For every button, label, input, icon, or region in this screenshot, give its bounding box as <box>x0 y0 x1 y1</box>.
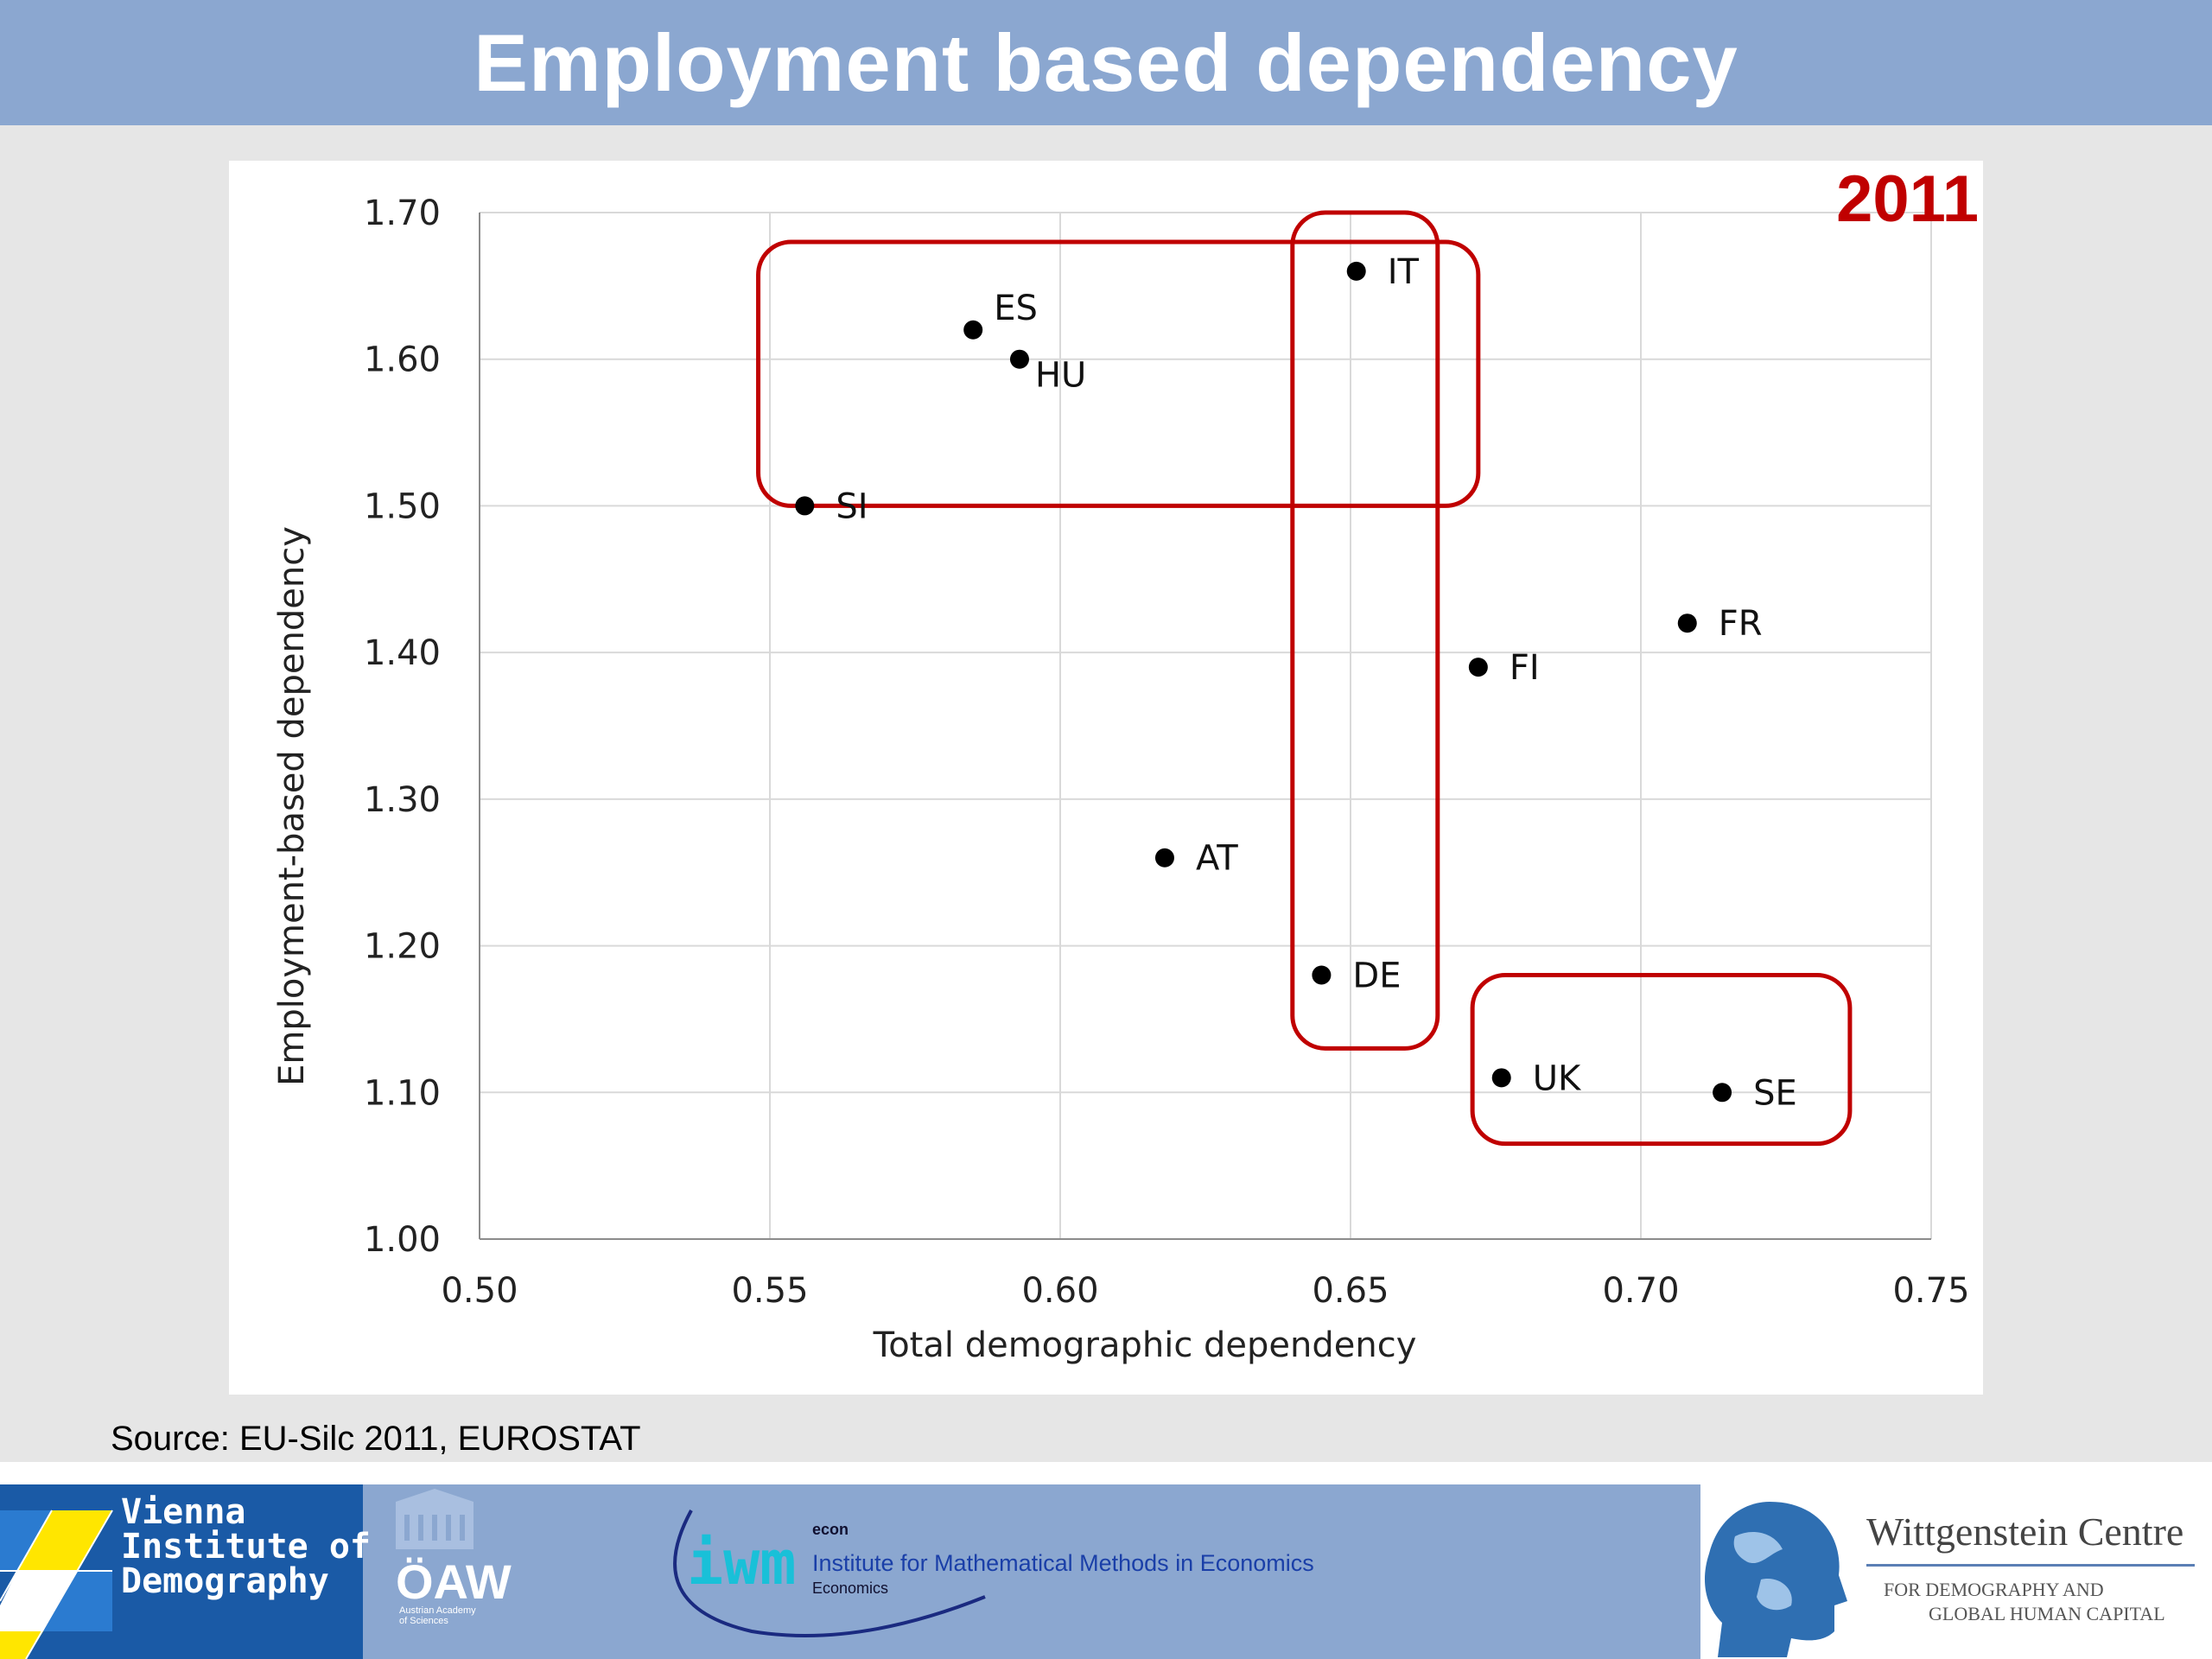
x-tick-label: 0.55 <box>731 1271 808 1311</box>
footer-divider <box>0 1462 2212 1484</box>
vid-logo-text: Vienna Institute of Demography <box>121 1492 371 1601</box>
y-tick-label: 1.60 <box>364 340 441 380</box>
data-points: ES HU SI IT FR FI AT DE UK SE <box>795 252 1797 1113</box>
data-label-si: SI <box>836 486 868 526</box>
wittgenstein-divider <box>1866 1564 2195 1567</box>
x-axis-label: Total demographic dependency <box>873 1325 1417 1365</box>
oaw-logo-text: ÖAW <box>396 1554 512 1609</box>
y-tick-label: 1.50 <box>364 486 441 526</box>
data-point-hu <box>1009 349 1029 369</box>
x-tick-label: 0.60 <box>1021 1271 1098 1311</box>
data-label-es: ES <box>994 289 1038 328</box>
data-label-fi: FI <box>1510 648 1540 688</box>
y-tick-label: 1.10 <box>364 1073 441 1113</box>
highlight-group-box <box>756 239 1481 508</box>
scatter-chart: 1.00 1.10 1.20 1.30 1.40 1.50 1.60 1.70 0.50 0.55… <box>272 162 1979 1365</box>
data-point-fi <box>1468 658 1488 677</box>
data-point-se <box>1713 1083 1732 1103</box>
y-axis-label: Employment-based dependency <box>272 526 312 1086</box>
highlight-groups <box>756 210 1853 1147</box>
wittgenstein-head-icon <box>1705 1502 1847 1657</box>
source-note: Source: EU-Silc 2011, EUROSTAT <box>111 1420 641 1458</box>
data-point-fr <box>1677 613 1697 633</box>
year-label: 2011 <box>1836 162 1979 236</box>
grid <box>479 212 1932 1240</box>
highlight-group-box <box>1470 973 1853 1147</box>
x-tick-label: 0.75 <box>1892 1271 1969 1311</box>
x-tick-label: 0.70 <box>1602 1271 1679 1311</box>
iwm-logo-subtitle: Economics <box>812 1580 889 1597</box>
iwm-logo-name: Institute for Mathematical Methods in Ec… <box>812 1550 1314 1576</box>
oaw-building-icon <box>396 1489 474 1549</box>
data-label-de: DE <box>1352 957 1401 996</box>
data-label-uk: UK <box>1533 1058 1582 1098</box>
data-label-at: AT <box>1196 839 1238 879</box>
data-point-es <box>963 320 983 340</box>
data-point-uk <box>1491 1068 1511 1088</box>
y-tick-label: 1.70 <box>364 194 441 233</box>
x-tick-label: 0.65 <box>1312 1271 1389 1311</box>
vid-logo-icon <box>0 1484 363 1659</box>
y-tick-label: 1.20 <box>364 927 441 967</box>
iwm-logo-icon: iwm <box>673 1510 986 1637</box>
chart-panel: 1.00 1.10 1.20 1.30 1.40 1.50 1.60 1.70 0.50 0.55… <box>229 161 1983 1395</box>
data-label-fr: FR <box>1719 604 1763 644</box>
wittgenstein-title: Wittgenstein Centre <box>1866 1510 2184 1554</box>
data-point-it <box>1346 261 1366 281</box>
slide-title: Employment based dependency <box>474 16 1738 108</box>
data-point-at <box>1154 848 1174 868</box>
y-tick-label: 1.00 <box>364 1220 441 1260</box>
axes: 1.00 1.10 1.20 1.30 1.40 1.50 1.60 1.70 0.50 0.55… <box>364 194 1970 1311</box>
y-tick-label: 1.30 <box>364 780 441 820</box>
y-tick-label: 1.40 <box>364 633 441 673</box>
highlight-group-box <box>1290 210 1440 1051</box>
data-label-hu: HU <box>1035 356 1086 396</box>
oaw-logo-subtitle: Austrian Academy of Sciences <box>399 1605 476 1626</box>
x-tick-label: 0.50 <box>441 1271 518 1311</box>
svg-text:iwm: iwm <box>687 1528 796 1599</box>
iwm-econ-text: econ <box>812 1521 849 1538</box>
slide-header: Employment based dependency <box>0 0 2212 125</box>
wittgenstein-subtitle: FOR DEMOGRAPHY AND GLOBAL HUMAN CAPITAL <box>1884 1579 2165 1624</box>
data-label-it: IT <box>1388 252 1420 292</box>
footer-logos: Vienna Institute of Demography ÖAW Austr… <box>0 1484 2212 1659</box>
data-point-de <box>1312 965 1332 985</box>
data-label-se: SE <box>1753 1073 1797 1113</box>
data-point-si <box>795 496 815 516</box>
